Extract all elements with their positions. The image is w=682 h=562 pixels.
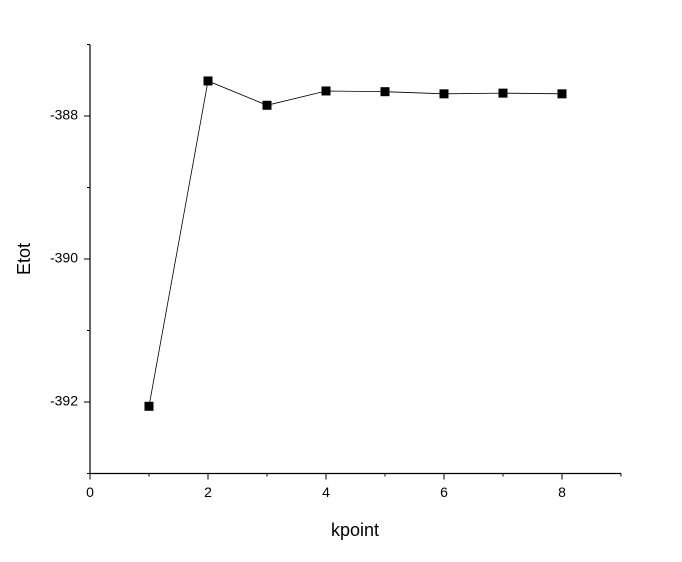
- marker: [321, 86, 331, 96]
- x-tick-label: 8: [558, 484, 566, 500]
- y-tick-label: -390: [50, 250, 78, 266]
- y-tick-label: -388: [50, 107, 78, 123]
- y-tick-label: -392: [50, 393, 78, 409]
- x-tick-label: 6: [440, 484, 448, 500]
- marker: [557, 89, 567, 99]
- marker: [380, 87, 390, 97]
- x-tick-label: 4: [322, 484, 330, 500]
- marker: [439, 89, 449, 99]
- x-tick-label: 0: [86, 484, 94, 500]
- line: [148, 80, 563, 407]
- marker: [144, 401, 154, 411]
- marker: [262, 100, 272, 110]
- marker: [498, 88, 508, 98]
- y-axis-title: Etot: [14, 243, 34, 275]
- x-tick-label: 2: [204, 484, 212, 500]
- marker: [203, 76, 213, 86]
- x-axis-title: kpoint: [331, 520, 379, 540]
